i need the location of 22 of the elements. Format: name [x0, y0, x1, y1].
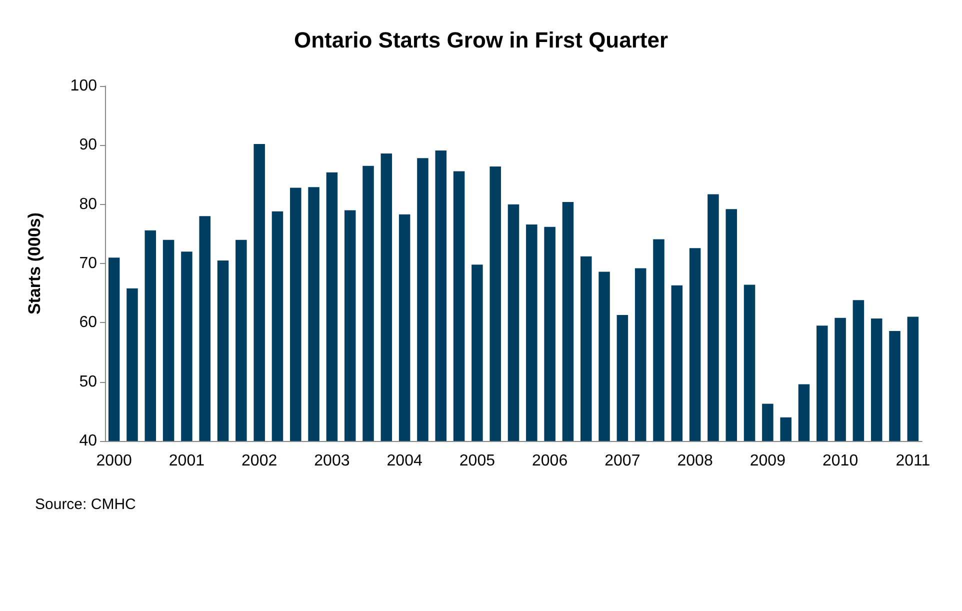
x-tick-label: 2008: [677, 452, 713, 470]
y-axis-title: Starts (000s): [25, 212, 44, 315]
chart-title: Ontario Starts Grow in First Quarter: [294, 28, 668, 52]
x-tick-label: 2001: [168, 452, 205, 470]
y-tick-label: 90: [79, 136, 98, 154]
x-tick-label: 2010: [822, 452, 858, 470]
x-tick-label: 2003: [314, 452, 350, 470]
y-tick-label: 40: [79, 432, 98, 450]
x-tick-label: 2000: [96, 452, 132, 470]
x-tick-label: 2007: [604, 452, 640, 470]
y-tick-label: 80: [79, 196, 98, 213]
y-tick-label: 70: [79, 255, 98, 272]
x-tick-label: 2002: [242, 452, 278, 470]
x-tick-label: 2004: [386, 452, 422, 470]
y-tick-label: 100: [70, 78, 98, 94]
source-note: Source: CMHC: [35, 496, 136, 513]
x-tick-label: 2006: [532, 452, 568, 470]
y-tick-label: 50: [79, 373, 98, 390]
x-tick-label: 2009: [750, 452, 786, 470]
x-tick-label: 2005: [459, 452, 496, 470]
x-tick-label: 2011: [896, 452, 930, 470]
y-tick-label: 60: [79, 314, 98, 332]
